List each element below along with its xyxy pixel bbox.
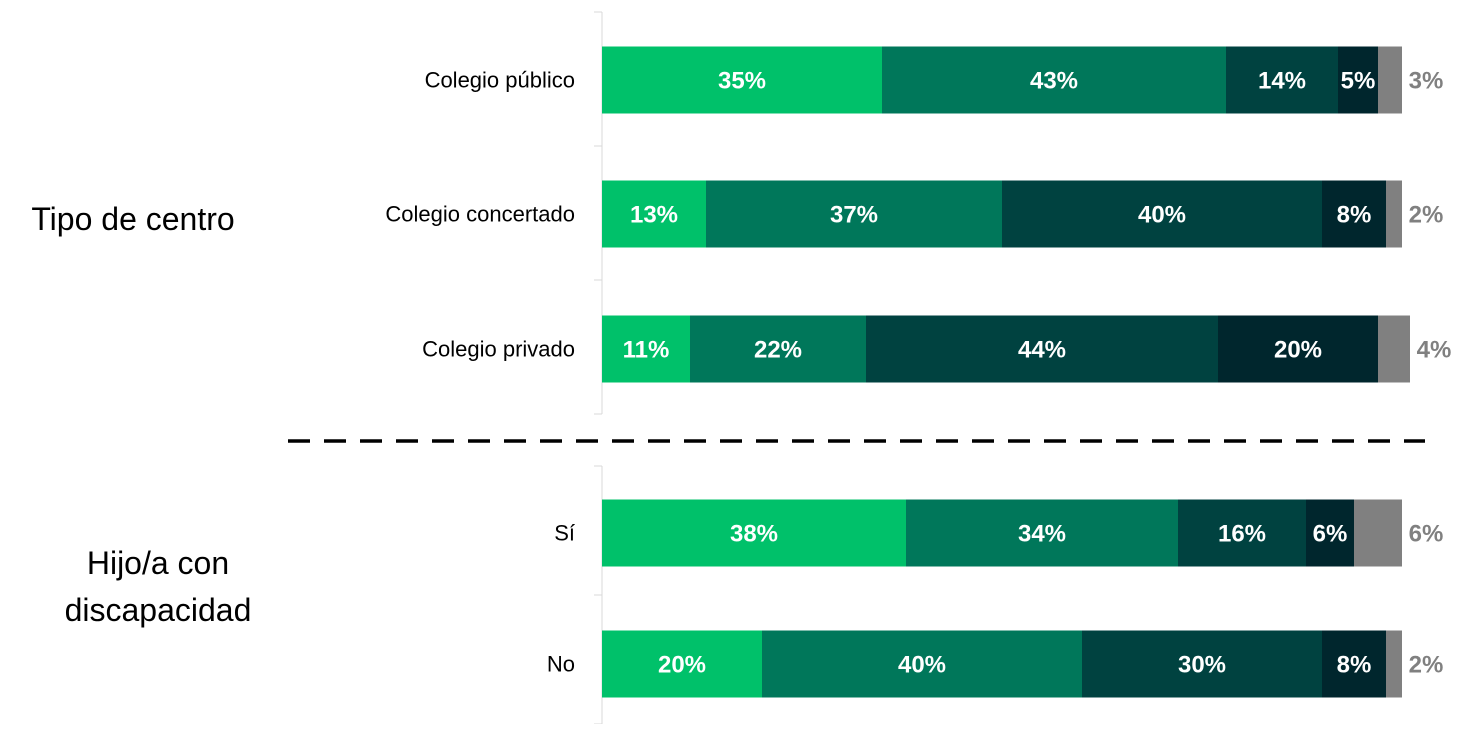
bar-segment: [602, 630, 762, 698]
bar-segment: [690, 315, 866, 383]
bar-segment: [866, 315, 1218, 383]
data-label: 13%: [630, 202, 678, 229]
bar-segment: [1178, 499, 1306, 567]
data-label: 3%: [1409, 68, 1444, 95]
data-label: 37%: [830, 202, 878, 229]
bar-segment: [762, 630, 1082, 698]
data-label: 14%: [1258, 68, 1306, 95]
data-label: 5%: [1341, 68, 1376, 95]
category-label: Colegio privado: [422, 337, 575, 362]
bar-segment: [1082, 630, 1322, 698]
bar-segment: [706, 180, 1002, 248]
bar-segment: [1378, 46, 1402, 114]
data-label: 4%: [1417, 337, 1452, 364]
bar-segment: [1306, 499, 1354, 567]
bar-segment: [602, 315, 690, 383]
bar-segment: [1386, 630, 1402, 698]
data-label: 16%: [1218, 521, 1266, 548]
bar-segment: [602, 46, 882, 114]
data-label: 11%: [623, 337, 670, 364]
bar-segment: [1338, 46, 1378, 114]
category-label: No: [547, 652, 575, 677]
data-label: 43%: [1030, 68, 1078, 95]
bar-segment: [1378, 315, 1410, 383]
data-label: 6%: [1409, 521, 1444, 548]
bar-segment: [1002, 180, 1322, 248]
category-label: Colegio concertado: [385, 202, 575, 227]
bar-segment: [602, 499, 906, 567]
data-label: 22%: [754, 337, 802, 364]
data-label: 34%: [1018, 521, 1066, 548]
data-label: 35%: [718, 68, 766, 95]
data-label: 8%: [1337, 202, 1372, 229]
data-label: 20%: [658, 652, 706, 679]
bar-segment: [1386, 180, 1402, 248]
data-label: 8%: [1337, 652, 1372, 679]
bar-segment: [1218, 315, 1378, 383]
group-label: Tipo de centro: [31, 201, 234, 237]
bar-segment: [1354, 499, 1402, 567]
data-label: 40%: [1138, 202, 1186, 229]
data-label: 6%: [1313, 521, 1348, 548]
data-label: 2%: [1409, 652, 1444, 679]
bar-segment: [906, 499, 1178, 567]
group-label-line: Hijo/a con: [87, 545, 229, 581]
data-label: 2%: [1409, 202, 1444, 229]
data-label: 38%: [730, 521, 778, 548]
data-label: 20%: [1274, 337, 1322, 364]
bar-segment: [1322, 180, 1386, 248]
bar-segment: [1226, 46, 1338, 114]
category-label: Sí: [554, 521, 575, 546]
group-label-line: discapacidad: [65, 592, 252, 628]
data-label: 30%: [1178, 652, 1226, 679]
bar-segment: [602, 180, 706, 248]
bar-segment: [882, 46, 1226, 114]
bar-segment: [1322, 630, 1386, 698]
category-label: Colegio público: [425, 68, 575, 93]
data-label: 44%: [1018, 337, 1066, 364]
data-label: 40%: [898, 652, 946, 679]
